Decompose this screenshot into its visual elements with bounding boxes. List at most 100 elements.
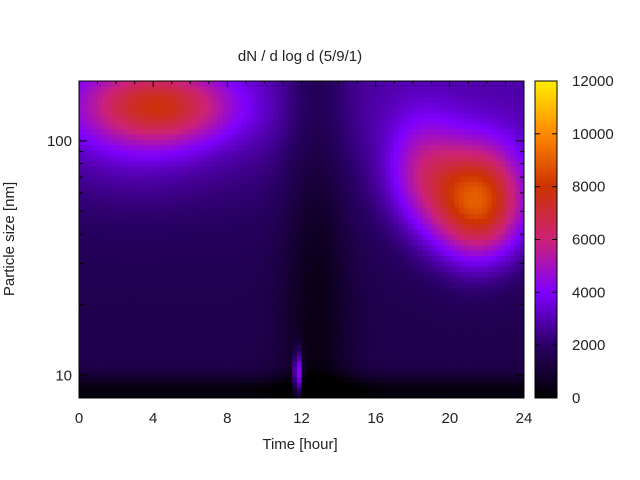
heatmap-cell	[278, 213, 284, 219]
heatmap-cell	[231, 107, 238, 114]
heatmap-cell	[431, 170, 437, 177]
heatmap-cell	[287, 181, 293, 188]
heatmap-cell	[371, 218, 377, 225]
heatmap-cell	[241, 313, 247, 320]
heatmap-cell	[398, 207, 405, 214]
heatmap-cell	[329, 133, 335, 140]
heatmap-cell	[440, 139, 446, 145]
heatmap-cell	[180, 297, 187, 304]
heatmap-cell	[445, 223, 451, 230]
heatmap-cell	[306, 292, 312, 299]
heatmap-cell	[454, 324, 460, 330]
heatmap-cell	[440, 324, 446, 330]
heatmap-cell	[106, 91, 113, 98]
heatmap-cell	[315, 366, 321, 373]
heatmap-cell	[315, 297, 321, 304]
heatmap-cell	[333, 318, 340, 325]
heatmap-cell	[445, 324, 451, 330]
heatmap-cell	[139, 287, 145, 293]
heatmap-cell	[278, 107, 284, 114]
heatmap-cell	[315, 392, 321, 398]
heatmap-cell	[269, 308, 275, 315]
heatmap-cell	[408, 96, 414, 103]
heatmap-cell	[296, 334, 303, 341]
heatmap-cell	[162, 302, 168, 309]
heatmap-cell	[357, 218, 363, 225]
heatmap-cell	[389, 123, 395, 130]
heatmap-cell	[329, 318, 335, 325]
heatmap-cell	[125, 144, 131, 151]
heatmap-cell	[338, 329, 344, 336]
heatmap-cell	[208, 213, 215, 219]
heatmap-cell	[129, 213, 136, 219]
heatmap-cell	[180, 202, 187, 209]
heatmap-cell	[371, 239, 377, 246]
heatmap-cell	[245, 128, 252, 135]
heatmap-cell	[241, 334, 247, 341]
heatmap-cell	[125, 202, 131, 209]
heatmap-cell	[315, 302, 321, 309]
heatmap-cell	[296, 244, 303, 251]
heatmap-cell	[139, 361, 145, 367]
heatmap-cell	[380, 117, 386, 124]
heatmap-cell	[371, 165, 377, 172]
heatmap-cell	[454, 86, 460, 93]
heatmap-cell	[408, 218, 414, 225]
heatmap-cell	[389, 260, 395, 267]
heatmap-cell	[431, 260, 437, 267]
heatmap-cell	[218, 223, 224, 230]
heatmap-cell	[417, 96, 423, 103]
heatmap-cell	[92, 218, 99, 225]
heatmap-cell	[361, 228, 367, 235]
heatmap-cell	[194, 376, 201, 383]
heatmap-cell	[306, 154, 312, 161]
heatmap-cell	[79, 313, 85, 320]
heatmap-cell	[278, 117, 284, 124]
heatmap-cell	[417, 160, 423, 167]
heatmap-cell	[282, 350, 289, 357]
heatmap-cell	[435, 313, 442, 320]
heatmap-cell	[431, 339, 437, 346]
heatmap-cell	[324, 292, 330, 299]
heatmap-cell	[278, 133, 284, 140]
heatmap-cell	[273, 239, 279, 246]
heatmap-cell	[357, 297, 363, 304]
heatmap-cell	[264, 107, 270, 114]
heatmap-cell	[199, 255, 205, 262]
heatmap-cell	[329, 181, 335, 188]
heatmap-cell	[389, 181, 395, 188]
heatmap-cell	[357, 202, 363, 209]
heatmap-cell	[422, 213, 428, 219]
heatmap-cell	[403, 139, 409, 145]
heatmap-cell	[426, 91, 432, 98]
heatmap-cell	[116, 96, 122, 103]
heatmap-cell	[157, 86, 164, 93]
heatmap-cell	[292, 366, 298, 373]
heatmap-cell	[403, 218, 409, 225]
heatmap-cell	[162, 191, 168, 198]
heatmap-cell	[408, 361, 414, 367]
heatmap-cell	[190, 218, 196, 225]
heatmap-cell	[157, 250, 164, 256]
heatmap-cell	[320, 345, 326, 352]
heatmap-cell	[171, 297, 177, 304]
heatmap-cell	[422, 144, 428, 151]
heatmap-cell	[333, 91, 340, 98]
heatmap-cell	[255, 366, 261, 373]
heatmap-cell	[241, 287, 247, 293]
heatmap-cell	[361, 392, 367, 398]
heatmap-cell	[403, 334, 409, 341]
heatmap-cell	[129, 361, 136, 367]
heatmap-cell	[449, 387, 456, 394]
heatmap-cell	[194, 260, 201, 267]
heatmap-cell	[167, 91, 173, 98]
heatmap-cell	[361, 339, 367, 346]
heatmap-cell	[129, 123, 136, 130]
heatmap-cell	[259, 281, 266, 288]
heatmap-cell	[310, 318, 317, 325]
heatmap-cell	[296, 287, 303, 293]
heatmap-cell	[333, 355, 340, 362]
heatmap-cell	[79, 186, 85, 193]
heatmap-cell	[153, 302, 159, 309]
heatmap-cell	[347, 165, 354, 172]
